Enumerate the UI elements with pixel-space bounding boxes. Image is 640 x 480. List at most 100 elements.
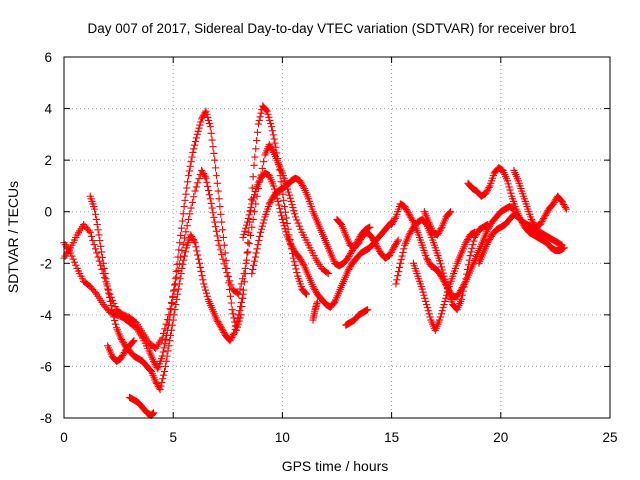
data-point: [280, 222, 288, 230]
data-point: [158, 378, 166, 387]
data-point: [219, 327, 227, 335]
data-point: [406, 212, 414, 220]
data-point: [408, 215, 416, 223]
data-point: [242, 224, 250, 232]
data-point: [229, 310, 237, 318]
data-point: [543, 208, 551, 216]
data-point: [485, 183, 493, 192]
data-point: [228, 333, 236, 342]
data-point: [197, 166, 206, 175]
data-point: [425, 310, 433, 318]
data-point: [237, 298, 245, 307]
data-point: [249, 215, 257, 224]
data-point: [176, 275, 184, 283]
data-point: [393, 238, 401, 246]
data-point: [95, 257, 103, 265]
data-point: [117, 334, 125, 342]
data-point: [186, 210, 194, 218]
x-axis-label: GPS time / hours: [282, 458, 389, 474]
data-point: [192, 183, 200, 191]
data-point: [270, 182, 278, 190]
data-point: [87, 232, 96, 241]
data-point: [97, 242, 105, 250]
data-point: [366, 223, 374, 231]
data-point: [441, 275, 449, 283]
data-point: [89, 236, 97, 245]
data-point: [174, 266, 182, 275]
data-point: [346, 262, 355, 270]
data-point: [212, 172, 221, 180]
data-point: [240, 230, 248, 239]
data-point: [244, 214, 252, 223]
data-point: [346, 249, 355, 258]
data-point: [188, 198, 197, 207]
data-point: [433, 231, 442, 239]
data-point: [373, 243, 381, 251]
data-point: [257, 109, 265, 117]
data-point: [248, 223, 256, 231]
data-point: [459, 287, 467, 295]
data-point: [266, 116, 274, 125]
data-point: [241, 227, 249, 235]
data-point: [235, 311, 243, 319]
data-point: [119, 339, 128, 347]
data-point: [296, 254, 304, 262]
data-point: [190, 237, 198, 245]
data-point: [69, 255, 77, 263]
data-point: [253, 136, 261, 145]
axis-layer: 0 5 10 15 20 25 -8 -6 -4 -2 0 2 4 6: [40, 50, 618, 445]
data-point: [161, 325, 169, 333]
data-point: [426, 313, 434, 321]
data-point: [106, 297, 114, 306]
data-point: [442, 278, 450, 286]
data-point: [246, 231, 255, 240]
data-point: [177, 253, 185, 261]
data-point: [220, 328, 228, 336]
data-point: [287, 241, 295, 249]
data-point: [289, 244, 297, 252]
data-point: [252, 145, 260, 153]
data-point: [102, 275, 110, 283]
data-point: [174, 285, 183, 293]
data-point: [277, 208, 285, 216]
data-point: [558, 197, 566, 205]
data-point: [181, 248, 190, 256]
data-point: [295, 222, 304, 230]
data-point: [118, 351, 127, 360]
data-point: [246, 207, 254, 215]
data-point: [197, 118, 205, 126]
data-point: [109, 309, 117, 317]
data-point: [162, 357, 170, 365]
data-point: [201, 286, 210, 294]
data-point: [254, 120, 262, 128]
data-point: [436, 257, 444, 265]
data-point: [399, 248, 407, 257]
data-point: [219, 233, 228, 242]
series-track-i: [333, 215, 402, 262]
data-point: [355, 239, 363, 247]
x-tick-label: 15: [384, 430, 399, 445]
data-point: [178, 246, 186, 254]
data-point: [457, 295, 466, 303]
x-tick-label: 25: [602, 430, 617, 445]
data-point: [255, 116, 263, 125]
data-point: [184, 215, 193, 224]
data-point: [178, 217, 186, 225]
data-point: [232, 322, 240, 330]
data-point: [173, 290, 182, 298]
data-point: [187, 204, 195, 212]
data-point: [258, 222, 266, 230]
data-point: [440, 300, 448, 309]
data-point: [422, 300, 431, 309]
data-point: [223, 268, 231, 277]
data-point: [93, 249, 101, 257]
data-point: [405, 210, 413, 218]
data-point: [161, 362, 169, 371]
data-point: [159, 329, 168, 338]
data-point: [104, 285, 112, 293]
data-point: [158, 334, 166, 342]
data-point: [470, 237, 478, 245]
data-point: [407, 228, 415, 236]
data-point: [468, 244, 476, 252]
